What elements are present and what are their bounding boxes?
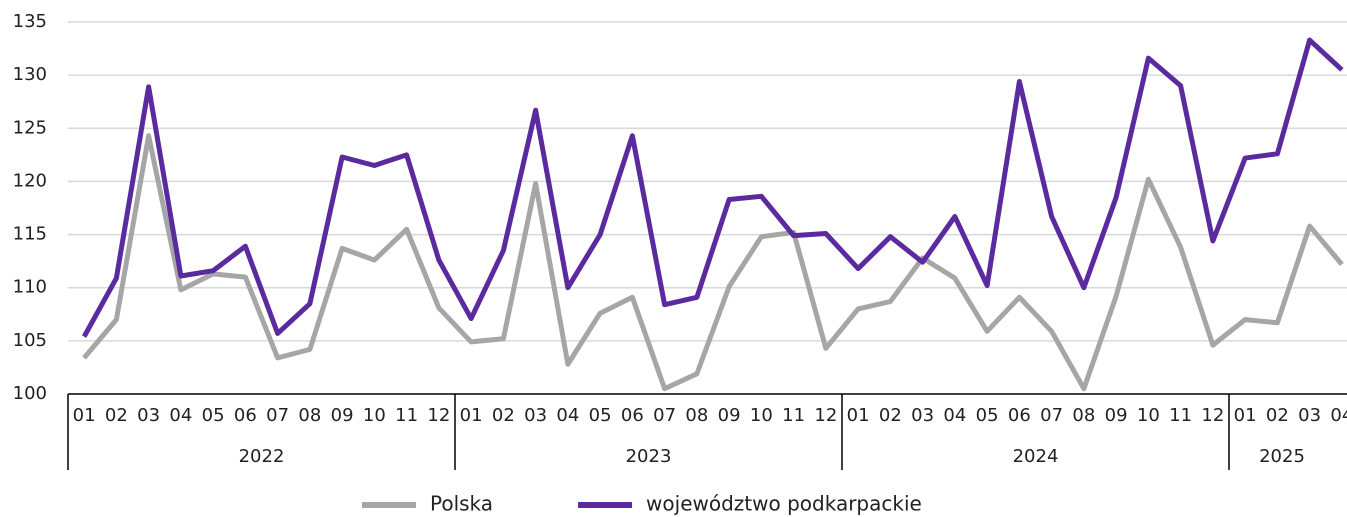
x-tick-label: 02: [1266, 405, 1289, 426]
x-tick-label: 08: [685, 405, 708, 426]
y-tick-label: 130: [13, 64, 47, 85]
y-tick-label: 105: [13, 330, 47, 351]
y-tick-label: 120: [13, 170, 47, 191]
legend-label: Polska: [430, 492, 493, 516]
series-line: [82, 133, 1344, 392]
legend-label: województwo podkarpackie: [646, 492, 922, 516]
x-tick-label: 09: [331, 405, 354, 426]
x-tick-label: 01: [460, 405, 483, 426]
series-line: [81, 37, 1344, 338]
x-tick-label: 10: [363, 405, 386, 426]
x-tick-label: 06: [234, 405, 257, 426]
x-tick-label: 07: [1040, 405, 1063, 426]
x-tick-label: 04: [1330, 405, 1347, 426]
x-tick-label: 08: [1072, 405, 1095, 426]
x-tick-label: 05: [202, 405, 225, 426]
x-tick-label: 06: [1008, 405, 1031, 426]
x-tick-label: 04: [169, 405, 192, 426]
x-tick-label: 07: [266, 405, 289, 426]
x-tick-label: 10: [1137, 405, 1160, 426]
x-tick-label: 12: [814, 405, 837, 426]
year-label: 2024: [1013, 446, 1059, 467]
x-tick-label: 01: [847, 405, 870, 426]
y-tick-label: 110: [13, 277, 47, 298]
year-label: 2022: [239, 446, 285, 467]
x-tick-label: 02: [879, 405, 902, 426]
x-tick-label: 09: [1105, 405, 1128, 426]
x-tick-label: 01: [73, 405, 96, 426]
y-tick-label: 125: [13, 117, 47, 138]
x-tick-label: 12: [427, 405, 450, 426]
x-tick-label: 05: [589, 405, 612, 426]
x-tick-label: 03: [524, 405, 547, 426]
x-tick-label: 11: [395, 405, 418, 426]
x-tick-label: 08: [298, 405, 321, 426]
x-tick-label: 09: [718, 405, 741, 426]
y-tick-label: 100: [13, 383, 47, 404]
x-tick-label: 04: [943, 405, 966, 426]
y-tick-label: 135: [13, 11, 47, 32]
year-label: 2025: [1259, 446, 1305, 467]
x-tick-label: 05: [976, 405, 999, 426]
y-tick-label: 115: [13, 224, 47, 245]
x-tick-label: 06: [621, 405, 644, 426]
year-label: 2023: [626, 446, 672, 467]
x-tick-label: 03: [1298, 405, 1321, 426]
x-tick-label: 12: [1201, 405, 1224, 426]
x-tick-label: 07: [653, 405, 676, 426]
x-tick-label: 01: [1234, 405, 1257, 426]
x-tick-label: 04: [556, 405, 579, 426]
x-tick-label: 11: [782, 405, 805, 426]
x-tick-label: 10: [750, 405, 773, 426]
x-tick-label: 02: [492, 405, 515, 426]
x-tick-label: 11: [1169, 405, 1192, 426]
x-tick-label: 03: [137, 405, 160, 426]
x-tick-label: 02: [105, 405, 128, 426]
x-tick-label: 03: [911, 405, 934, 426]
